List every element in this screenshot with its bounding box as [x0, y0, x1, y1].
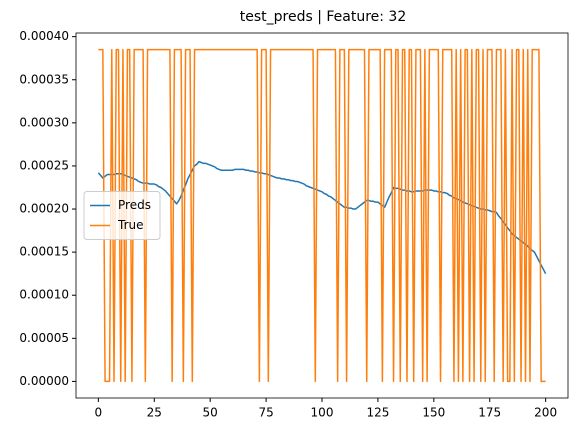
x-tick-label: 150 [422, 406, 445, 420]
legend: Preds True [83, 191, 161, 240]
y-tick-label: 0.00015 [19, 245, 69, 259]
x-tick-label: 25 [147, 406, 162, 420]
x-tick-label: 175 [478, 406, 501, 420]
x-tick-label: 75 [258, 406, 273, 420]
x-tick-label: 125 [366, 406, 389, 420]
legend-label: True [117, 218, 144, 232]
x-tick-label: 0 [95, 406, 103, 420]
y-tick-label: 0.00035 [19, 72, 69, 86]
y-tick-label: 0.00030 [19, 115, 69, 129]
y-tick-label: 0.00005 [19, 331, 69, 345]
legend-box [83, 191, 161, 240]
y-tick-label: 0.00010 [19, 288, 69, 302]
series-line [97, 160, 547, 275]
x-tick-label: 50 [203, 406, 218, 420]
x-tick-label: 100 [311, 406, 334, 420]
x-tick-label: 200 [534, 406, 557, 420]
chart-title: test_preds | Feature: 32 [240, 9, 407, 25]
y-tick-label: 0.00020 [19, 202, 69, 216]
axes-frame [75, 32, 569, 399]
series-line [98, 48, 546, 383]
y-tick-label: 0.00025 [19, 158, 69, 172]
legend-label: Preds [118, 198, 151, 212]
y-tick-label: 0.00040 [19, 29, 69, 43]
y-tick-label: 0.00000 [19, 374, 69, 388]
